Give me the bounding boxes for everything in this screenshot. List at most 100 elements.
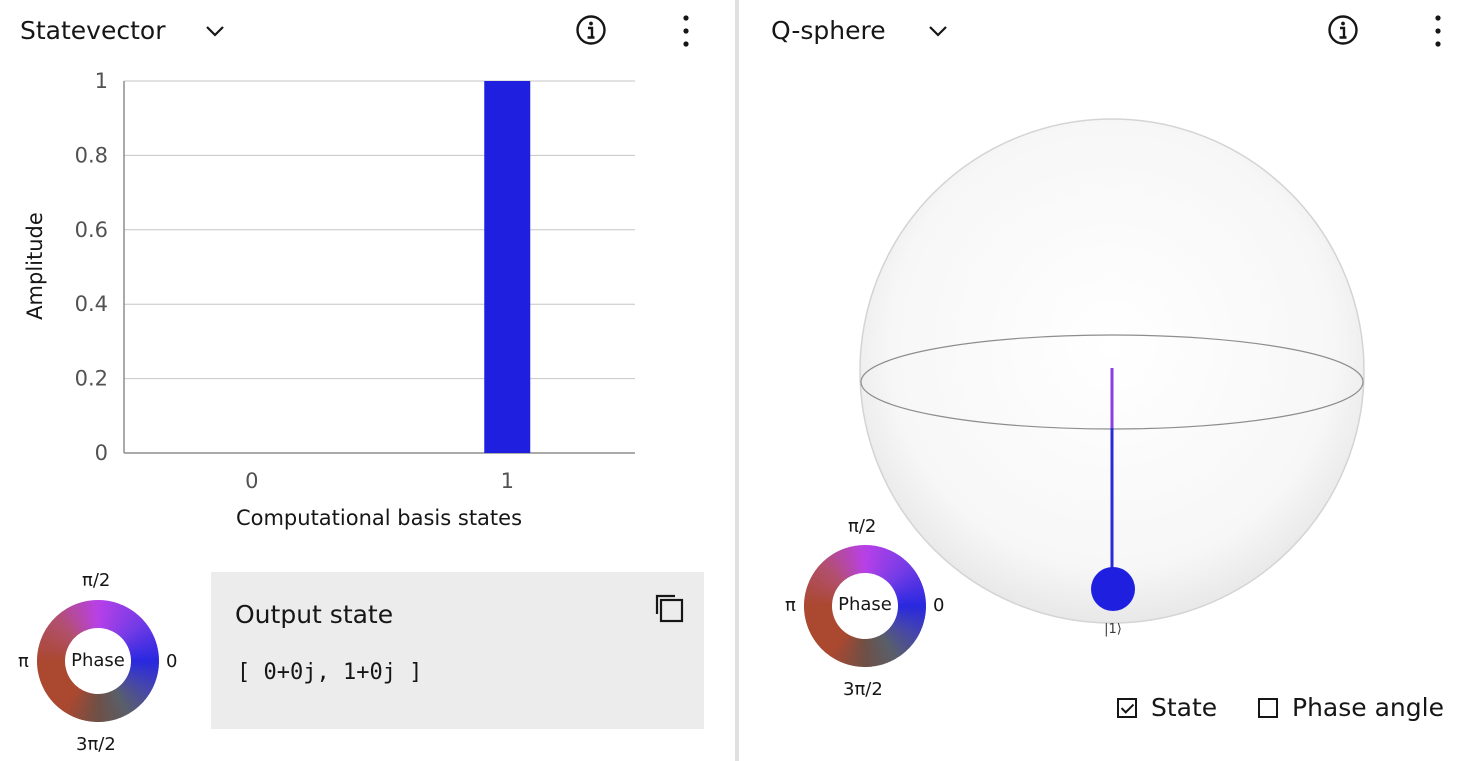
phase-segment [46, 678, 72, 698]
overflow-menu-icon[interactable] [1428, 14, 1448, 48]
phase-label-pi-half: π/2 [848, 516, 877, 537]
phase-segment [875, 636, 888, 665]
phase-segment [817, 626, 841, 648]
phase-segment [849, 637, 859, 666]
phase-segment [846, 637, 857, 666]
phase-segment [114, 607, 132, 634]
copy-icon[interactable] [653, 592, 687, 626]
phase-segment [70, 690, 85, 717]
phase-segment [129, 644, 158, 655]
q-sphere-visualization[interactable]: |1⟩ [740, 80, 1481, 660]
phase-segment [121, 617, 144, 639]
phase-label-zero: 0 [933, 595, 945, 616]
view-selector-statevector[interactable]: Statevector [20, 14, 165, 48]
phase-segment [128, 670, 157, 683]
phase-segment [76, 691, 89, 720]
phase-segment [39, 669, 67, 681]
phase-segment [804, 609, 833, 617]
phase-segment [128, 635, 155, 650]
phase-segment [108, 691, 121, 720]
phase-segment [127, 674, 154, 689]
output-state-panel: Output state [ 0+0j, 1+0j ] [211, 572, 704, 729]
phase-segment [88, 693, 95, 722]
phase-segment [812, 622, 838, 640]
phase-label-three-pi-half: 3π/2 [843, 679, 883, 700]
checkbox-label: Phase angle [1292, 693, 1444, 722]
overflow-menu-icon[interactable] [676, 14, 696, 48]
phase-wheel-center-label: Phase [838, 594, 892, 615]
phase-segment [104, 692, 115, 721]
panel-divider[interactable] [735, 0, 739, 761]
phase-segment [897, 609, 926, 616]
phase-segment [845, 547, 857, 575]
state-point[interactable] [1091, 567, 1135, 611]
phase-segment [895, 617, 923, 631]
chevron-down-icon[interactable] [927, 20, 949, 42]
phase-segment [111, 605, 126, 632]
y-tick-label: 0.4 [75, 292, 108, 316]
phase-segment [829, 632, 848, 658]
phase-segment [61, 609, 81, 635]
phase-label-zero: 0 [166, 651, 178, 672]
phase-segment [38, 667, 67, 678]
phase-segment [130, 664, 159, 671]
phase-segment [817, 565, 841, 586]
phase-segment [882, 554, 901, 580]
phase-segment [890, 567, 915, 587]
phase-segment [125, 677, 152, 695]
phase-segment [85, 693, 94, 722]
phase-segment [891, 623, 917, 642]
phase-segment [64, 608, 82, 634]
phase-segment [854, 545, 862, 574]
phase-segment [67, 689, 84, 716]
phase-segment [125, 627, 151, 645]
chevron-down-icon[interactable] [204, 20, 226, 42]
phase-segment [870, 638, 879, 667]
phase-segment [871, 637, 882, 666]
phase-segment [130, 650, 159, 658]
phase-segment [118, 685, 140, 709]
phase-segment [82, 692, 92, 721]
phase-segment [808, 617, 835, 632]
phase-segment [806, 616, 835, 629]
phase-label-pi: π [785, 595, 796, 616]
phase-segment [59, 686, 79, 711]
phase-segment [126, 675, 153, 692]
phase-segment [128, 672, 156, 686]
phase-segment [45, 677, 71, 695]
phase-segment [896, 589, 925, 600]
panel-title: Statevector [20, 16, 166, 45]
view-selector-q-sphere[interactable]: Q-sphere [771, 14, 886, 48]
phase-segment [888, 627, 911, 650]
phase-segment [896, 614, 925, 625]
phase-label-pi-half: π/2 [82, 570, 111, 591]
phase-segment [826, 556, 846, 581]
phase-segment [37, 657, 66, 662]
info-icon[interactable] [1327, 14, 1359, 46]
phase-segment [122, 681, 146, 702]
checkbox-box[interactable] [1117, 697, 1137, 718]
phase-angle-checkbox[interactable]: Phase angle [1258, 693, 1444, 722]
phase-segment [879, 634, 897, 661]
phase-segment [130, 647, 159, 656]
phase-segment [891, 569, 917, 589]
phase-segment [59, 611, 79, 636]
phase-segment [813, 570, 839, 589]
phase-segment [828, 554, 848, 580]
phase-segment [826, 631, 846, 656]
phase-segment [40, 636, 68, 650]
phase-segment [897, 595, 926, 603]
state-checkbox[interactable]: State [1117, 693, 1217, 722]
panel-title: Q-sphere [771, 16, 886, 45]
bar-1[interactable] [484, 81, 531, 453]
phase-color-wheel: Phase [36, 599, 160, 723]
phase-segment [842, 547, 855, 576]
phase-segment [876, 636, 891, 663]
phase-segment [893, 620, 920, 637]
phase-segment [819, 628, 842, 650]
checkbox-box[interactable] [1258, 697, 1278, 718]
phase-segment [805, 587, 834, 598]
phase-segment [804, 596, 833, 603]
info-icon[interactable] [575, 14, 607, 46]
phase-segment [42, 633, 69, 648]
